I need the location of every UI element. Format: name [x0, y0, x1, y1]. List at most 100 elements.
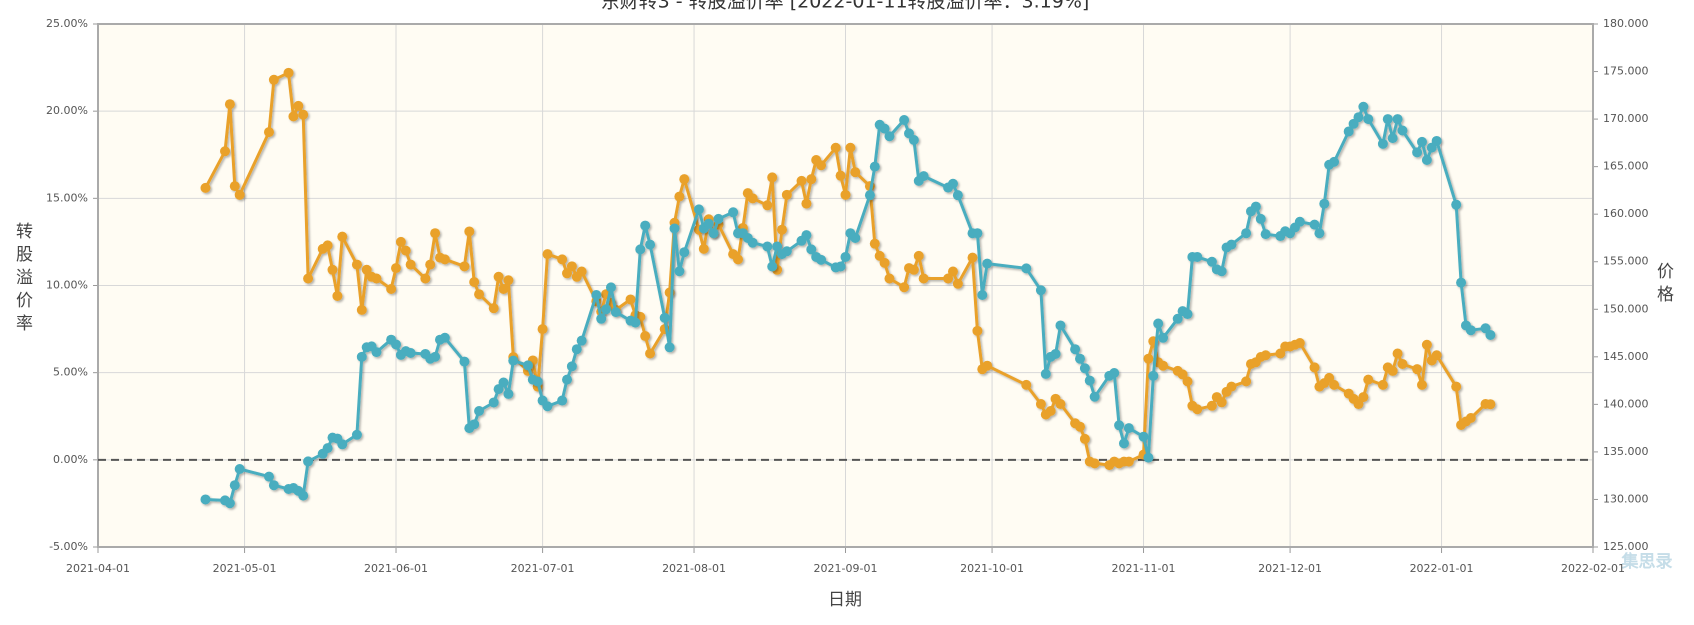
- data-point: [1123, 456, 1134, 467]
- data-point: [576, 335, 587, 346]
- data-point: [1329, 156, 1340, 167]
- data-point: [601, 304, 612, 315]
- data-point: [303, 273, 314, 284]
- y-tick-label: 20.00%: [46, 104, 88, 117]
- data-point: [234, 464, 245, 475]
- data-point: [288, 111, 299, 122]
- data-point: [801, 198, 812, 209]
- data-point: [1329, 379, 1340, 390]
- data-point: [879, 123, 890, 134]
- data-point: [733, 254, 744, 265]
- data-point: [1153, 318, 1164, 329]
- data-point: [498, 377, 509, 388]
- data-point: [1392, 348, 1403, 359]
- data-point: [1192, 251, 1203, 262]
- data-point: [298, 109, 309, 120]
- data-point: [1387, 365, 1398, 376]
- y2-tick-label: 155.000: [1603, 255, 1649, 268]
- data-point: [1363, 374, 1374, 385]
- data-point: [1123, 423, 1134, 434]
- data-point: [263, 471, 274, 482]
- x-tick-label: 2021-09-01: [814, 562, 878, 575]
- data-point: [806, 174, 817, 185]
- data-point: [908, 264, 919, 275]
- data-point: [229, 480, 240, 491]
- data-point: [1353, 112, 1364, 123]
- data-point: [816, 254, 827, 265]
- data-point: [566, 361, 577, 372]
- data-point: [503, 388, 514, 399]
- data-point: [576, 266, 587, 277]
- data-point: [351, 429, 362, 440]
- data-point: [840, 189, 851, 200]
- data-point: [796, 175, 807, 186]
- data-point: [337, 231, 348, 242]
- data-point: [1172, 313, 1183, 324]
- data-point: [1392, 114, 1403, 125]
- data-point: [664, 342, 675, 353]
- data-point: [1451, 381, 1462, 392]
- data-point: [391, 263, 402, 274]
- data-point: [1226, 381, 1237, 392]
- x-tick-label: 2021-08-01: [662, 562, 726, 575]
- data-point: [1412, 364, 1423, 375]
- data-point: [1206, 400, 1217, 411]
- data-point: [557, 395, 568, 406]
- data-point: [864, 190, 875, 201]
- data-point: [562, 374, 573, 385]
- data-point: [1216, 266, 1227, 277]
- data-point: [693, 204, 704, 215]
- data-point: [874, 250, 885, 261]
- y2-tick-label: 130.000: [1603, 492, 1649, 505]
- data-point: [640, 220, 651, 231]
- data-point: [1206, 256, 1217, 267]
- x-tick-label: 2021-06-01: [364, 562, 428, 575]
- data-point: [850, 167, 861, 178]
- data-point: [640, 331, 651, 342]
- data-point: [591, 290, 602, 301]
- data-point: [952, 278, 963, 289]
- y2-tick-label: 150.000: [1603, 302, 1649, 315]
- data-point: [263, 127, 274, 138]
- data-point: [474, 289, 485, 300]
- data-point: [703, 218, 714, 229]
- data-point: [234, 189, 245, 200]
- data-point: [562, 268, 573, 279]
- data-point: [351, 259, 362, 270]
- data-point: [327, 264, 338, 275]
- data-point: [293, 100, 304, 111]
- data-point: [884, 273, 895, 284]
- data-point: [767, 261, 778, 272]
- data-point: [1382, 114, 1393, 125]
- data-point: [1035, 285, 1046, 296]
- data-point: [884, 131, 895, 142]
- series: [200, 101, 1496, 509]
- data-point: [371, 347, 382, 358]
- data-point: [1358, 101, 1369, 112]
- data-point: [1040, 368, 1051, 379]
- data-point: [1314, 228, 1325, 239]
- data-point: [439, 332, 450, 343]
- y-axis-title: 转股溢价率: [12, 222, 33, 337]
- data-point: [571, 344, 582, 355]
- data-point: [845, 142, 856, 153]
- data-point: [977, 290, 988, 301]
- data-point: [1158, 332, 1169, 343]
- data-point: [1358, 392, 1369, 403]
- data-point: [1324, 372, 1335, 383]
- data-point: [488, 397, 499, 408]
- data-point: [1387, 133, 1398, 144]
- data-point: [747, 193, 758, 204]
- data-point: [840, 251, 851, 262]
- data-point: [913, 250, 924, 261]
- data-point: [1035, 399, 1046, 410]
- watermark: 集思录: [1621, 551, 1673, 572]
- x-axis-title: 日期: [828, 590, 862, 610]
- data-point: [537, 324, 548, 335]
- data-point: [1397, 358, 1408, 369]
- data-point: [1309, 219, 1320, 230]
- data-point: [459, 261, 470, 272]
- data-point: [908, 135, 919, 146]
- y2-tick-label: 125.000: [1603, 540, 1649, 553]
- data-point: [1138, 431, 1149, 442]
